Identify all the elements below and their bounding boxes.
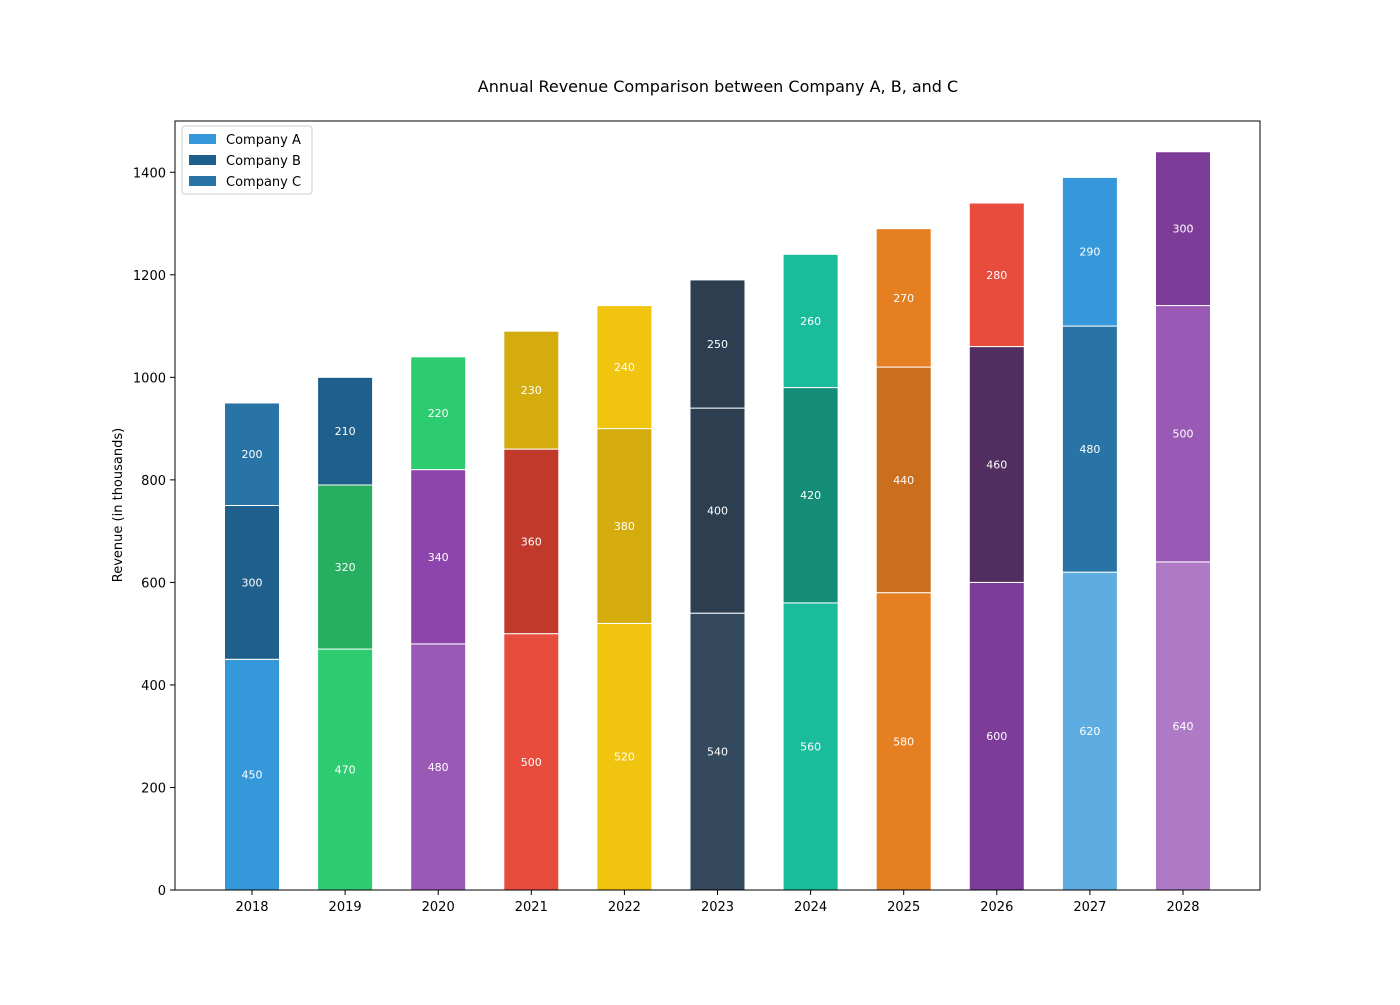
bar-value-label: 640 [1173, 720, 1194, 733]
bar-company-c-2022 [596, 305, 653, 430]
axes-layer: 0 200 400 600 800 1000 1200 1400 2018 2019 2020 202… [133, 120, 1261, 915]
x-tick-label: 2021 [515, 900, 548, 915]
bar-value-label: 500 [1173, 428, 1194, 441]
y-tick-label: 800 [141, 474, 166, 489]
y-tick-label: 0 [158, 884, 166, 899]
bar-value-label: 520 [614, 751, 635, 764]
bar-value-label: 420 [800, 489, 821, 502]
x-tick-label: 2019 [329, 900, 362, 915]
bar-value-label: 230 [521, 384, 542, 397]
bar-company-a-2022 [596, 622, 653, 891]
bar-value-label: 290 [1079, 246, 1100, 259]
bar-value-label: 380 [614, 520, 635, 533]
bar-value-label: 260 [800, 315, 821, 328]
bar-value-label: 480 [428, 761, 449, 774]
bar-value-label: 210 [335, 425, 356, 438]
bar-company-c-2025 [875, 228, 932, 368]
y-tick-label: 200 [141, 781, 166, 796]
bar-company-b-2018 [224, 505, 280, 660]
bar-company-a-2027 [1061, 571, 1118, 891]
bar-value-label: 360 [521, 535, 542, 548]
legend-entry: Company C [226, 175, 301, 190]
bar-company-c-2023 [689, 279, 746, 409]
bar-value-label: 300 [242, 576, 263, 589]
y-tick-label: 1400 [133, 166, 166, 181]
bar-company-b-2023 [689, 407, 746, 614]
bar-value-label: 450 [242, 769, 263, 782]
y-axis-label: Revenue (in thousands) [111, 428, 126, 582]
legend: Company A Company B Company C [181, 125, 313, 195]
bar-company-c-2024 [782, 253, 839, 389]
bar-value-label: 540 [707, 746, 728, 759]
bar-value-label: 250 [707, 338, 728, 351]
bar-value-label: 300 [1173, 223, 1194, 236]
bar-value-label: 480 [1079, 443, 1100, 456]
bar-value-label: 200 [242, 448, 263, 461]
x-tick-label: 2026 [980, 900, 1013, 915]
y-tick-label: 600 [141, 576, 166, 591]
bar-company-a-2019 [317, 648, 374, 891]
legend-swatch [189, 176, 216, 186]
x-tick-label: 2027 [1073, 900, 1106, 915]
legend-entry: Company A [226, 133, 301, 148]
bar-value-label: 400 [707, 505, 728, 518]
y-tick-label: 400 [141, 679, 166, 694]
bar-value-label: 220 [428, 407, 449, 420]
bar-company-c-2028 [1155, 151, 1211, 307]
chart-title: Annual Revenue Comparison between Compan… [478, 77, 958, 96]
bar-value-label: 560 [800, 740, 821, 753]
bar-company-a-2021 [503, 633, 560, 891]
bar-value-label: 460 [986, 458, 1007, 471]
y-tick-label: 1000 [133, 371, 166, 386]
bar-value-label: 470 [335, 764, 356, 777]
bar-value-label: 440 [893, 474, 914, 487]
bar-value-label: 340 [428, 551, 449, 564]
x-tick-label: 2020 [422, 900, 455, 915]
bar-company-b-2026 [968, 346, 1025, 583]
bar-company-b-2019 [317, 484, 374, 650]
bar-company-b-2025 [875, 366, 932, 594]
bar-company-b-2028 [1155, 305, 1211, 563]
x-tick-label: 2025 [887, 900, 920, 915]
bar-company-a-2026 [968, 581, 1025, 891]
bar-value-label: 270 [893, 292, 914, 305]
bar-value-label: 620 [1079, 725, 1100, 738]
x-tick-label: 2018 [235, 900, 268, 915]
bar-company-c-2018 [224, 402, 280, 507]
bar-value-label: 500 [521, 756, 542, 769]
bar-company-c-2026 [968, 202, 1025, 348]
x-tick-label: 2024 [794, 900, 827, 915]
x-tick-label: 2023 [701, 900, 734, 915]
bar-value-label: 320 [335, 561, 356, 574]
bar-company-c-2020 [410, 356, 467, 471]
bar-company-a-2024 [782, 602, 839, 891]
bar-company-c-2019 [317, 376, 374, 486]
bar-company-c-2027 [1061, 176, 1118, 327]
x-tick-label: 2028 [1166, 900, 1199, 915]
bar-value-label: 280 [986, 269, 1007, 282]
bar-company-b-2021 [503, 448, 560, 635]
bar-company-c-2021 [503, 330, 560, 450]
bar-value-label: 600 [986, 730, 1007, 743]
y-tick-label: 1200 [133, 269, 166, 284]
bar-value-label: 580 [893, 735, 914, 748]
bar-company-b-2027 [1061, 325, 1118, 573]
legend-swatch [189, 155, 216, 165]
bar-company-b-2020 [410, 469, 467, 645]
legend-entry: Company B [226, 154, 301, 169]
bar-company-a-2023 [689, 612, 746, 891]
legend-swatch [189, 134, 216, 144]
bar-company-a-2018 [224, 658, 280, 891]
bar-company-b-2024 [782, 387, 839, 604]
bars-layer: 450 300 200 470 320 210 480 340 220 500 360 230 520 3… [224, 151, 1211, 891]
x-tick-label: 2022 [608, 900, 641, 915]
bar-value-label: 240 [614, 361, 635, 374]
